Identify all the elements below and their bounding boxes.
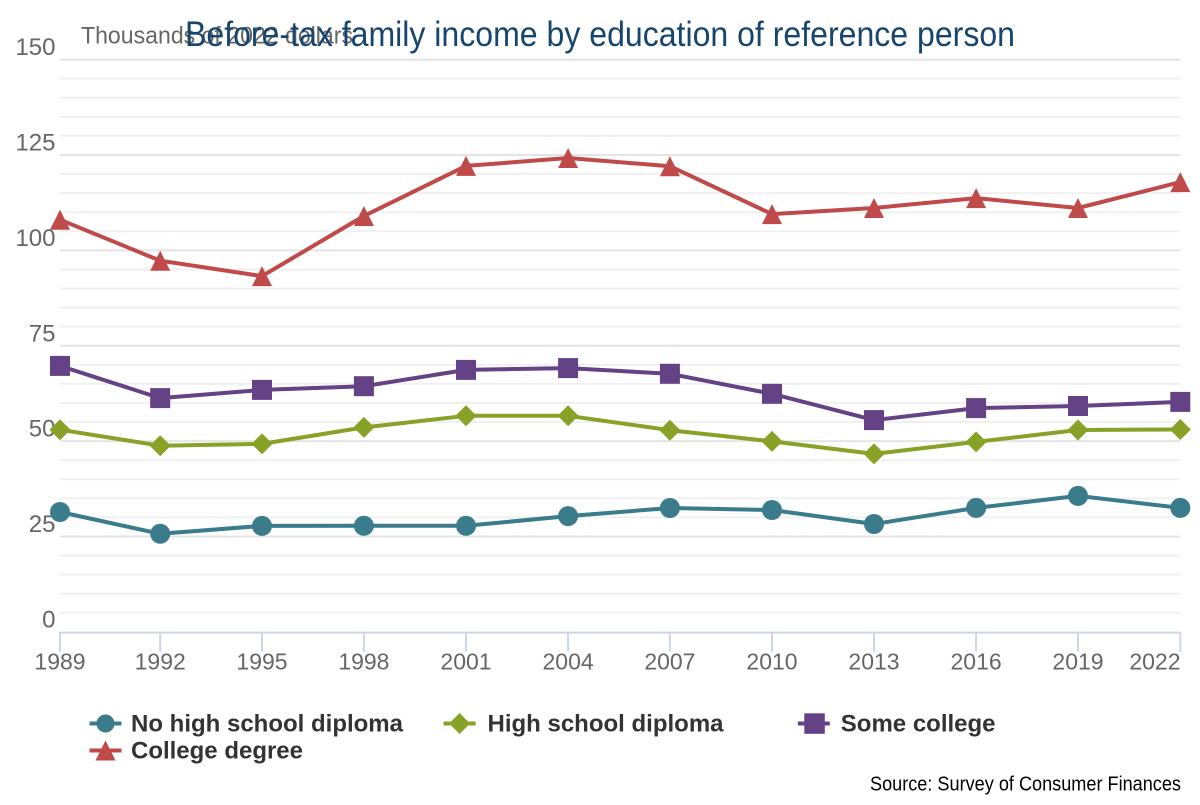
- svg-text:1998: 1998: [338, 649, 389, 675]
- svg-text:High school diploma: High school diploma: [488, 711, 725, 738]
- svg-text:2007: 2007: [644, 649, 695, 675]
- svg-text:0: 0: [42, 607, 55, 634]
- svg-text:Source: Survey of Consumer Fin: Source: Survey of Consumer Finances: [870, 774, 1181, 796]
- svg-text:2004: 2004: [543, 649, 594, 675]
- svg-text:Thousands of 2022 dollars: Thousands of 2022 dollars: [81, 22, 353, 49]
- svg-text:125: 125: [15, 130, 55, 157]
- svg-text:1992: 1992: [135, 649, 186, 675]
- svg-text:2016: 2016: [951, 649, 1002, 675]
- svg-text:1989: 1989: [34, 649, 85, 675]
- svg-text:2019: 2019: [1052, 649, 1103, 675]
- svg-text:1995: 1995: [236, 649, 287, 675]
- svg-text:2010: 2010: [746, 649, 797, 675]
- svg-text:75: 75: [29, 320, 56, 347]
- svg-text:College degree: College degree: [131, 738, 303, 765]
- svg-text:2001: 2001: [440, 649, 491, 675]
- svg-text:Before-tax family income by ed: Before-tax family income by education of…: [185, 15, 1015, 54]
- svg-text:150: 150: [15, 34, 55, 61]
- svg-text:2013: 2013: [848, 649, 899, 675]
- svg-text:No high school diploma: No high school diploma: [131, 711, 404, 738]
- svg-text:2022: 2022: [1129, 649, 1180, 675]
- svg-text:100: 100: [15, 225, 55, 252]
- svg-text:Some college: Some college: [841, 711, 996, 738]
